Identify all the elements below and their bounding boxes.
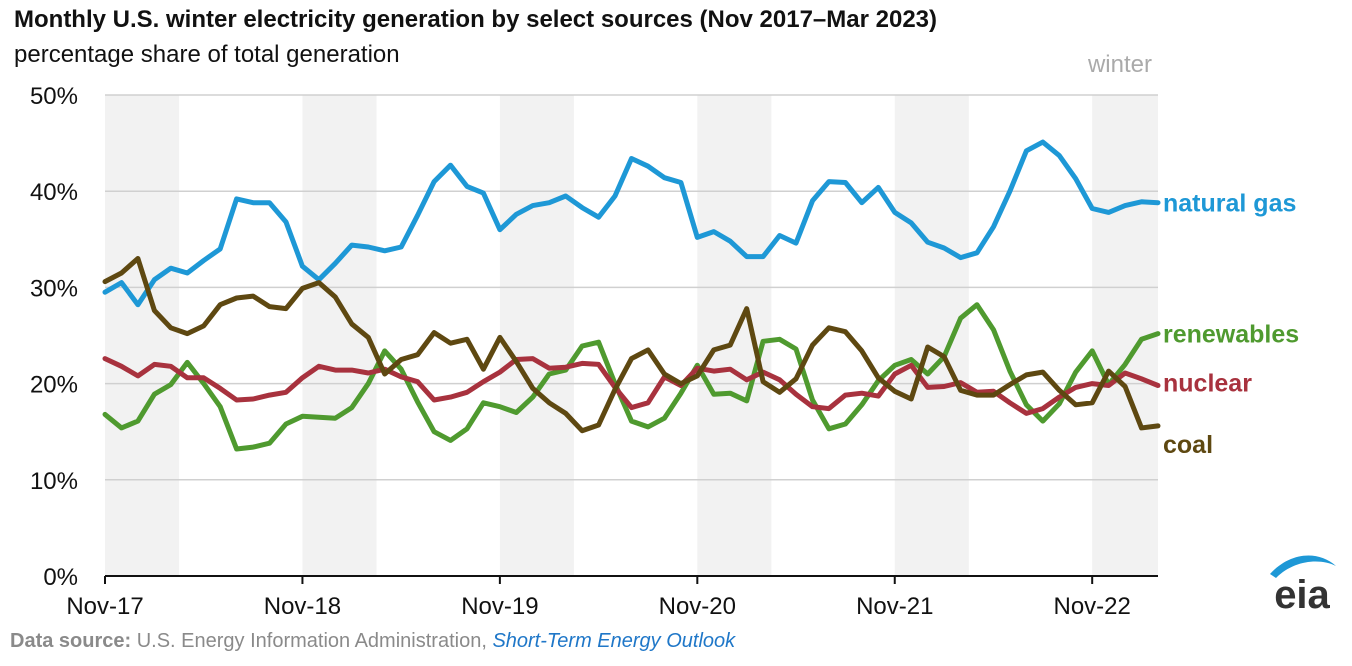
series-lines [102,139,1161,452]
y-tick-label: 30% [30,275,78,302]
series-label-coal: coal [1163,431,1213,459]
x-axis: Nov-17 Nov-18 Nov-19 Nov-20 Nov-21 Nov-22 [66,575,1158,620]
x-tick-label: Nov-17 [66,593,143,620]
y-tick-label: 0% [43,564,78,591]
logo-swoosh-icon [1270,555,1336,578]
series-label-renewables: renewables [1163,321,1299,349]
source-label: Data source: [10,630,132,652]
winter-shading [105,95,1158,576]
series-line-natural-gas [102,139,1161,308]
eia-logo: eia [1262,548,1342,618]
y-axis-tick-labels: 0% 10% 20% 30% 40% 50% [30,83,78,591]
winter-legend-label: winter [1087,51,1152,78]
x-tick-label: Nov-22 [1054,593,1131,620]
series-line-renewables [102,302,1161,452]
y-tick-label: 40% [30,179,78,206]
y-tick-label: 50% [30,83,78,110]
data-source-note: Data source: U.S. Energy Information Adm… [10,630,735,653]
x-tick-label: Nov-20 [659,593,736,620]
logo-text: eia [1274,573,1330,617]
winter-shade-band [105,95,180,576]
chart-title: Monthly U.S. winter electricity generati… [14,6,938,33]
x-tick-label: Nov-19 [461,593,538,620]
series-line-nuclear [102,356,1161,416]
y-tick-label: 10% [30,468,78,495]
x-tick-label: Nov-21 [856,593,933,620]
winter-shade-band [499,95,574,576]
x-tick-label: Nov-18 [264,593,341,620]
gridlines [105,94,1158,481]
chart-subtitle: percentage share of total generation [14,41,400,68]
winter-shade-band [894,95,969,576]
series-label-natural-gas: natural gas [1163,190,1296,218]
source-text: U.S. Energy Information Administration, [131,630,493,652]
source-link[interactable]: Short-Term Energy Outlook [492,630,736,652]
series-line-coal [102,256,1161,434]
series-labels: natural gas renewables nuclear coal [1163,190,1299,459]
series-label-nuclear: nuclear [1163,370,1252,398]
y-tick-label: 20% [30,372,78,399]
